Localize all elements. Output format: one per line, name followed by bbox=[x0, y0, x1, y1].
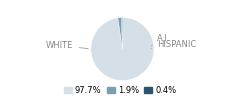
Text: A.I.: A.I. bbox=[151, 34, 170, 46]
Wedge shape bbox=[118, 18, 122, 49]
Legend: 97.7%, 1.9%, 0.4%: 97.7%, 1.9%, 0.4% bbox=[64, 86, 176, 95]
Text: HISPANIC: HISPANIC bbox=[151, 40, 196, 49]
Wedge shape bbox=[91, 18, 154, 81]
Text: WHITE: WHITE bbox=[46, 41, 88, 50]
